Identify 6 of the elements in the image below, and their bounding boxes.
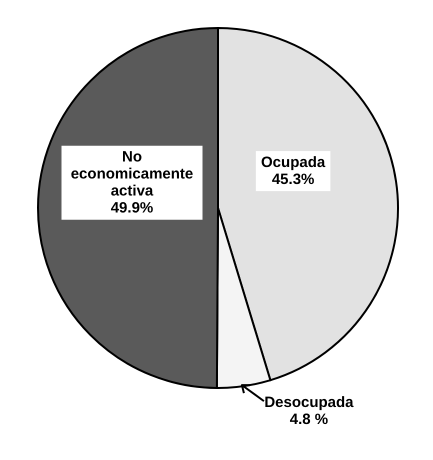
slice-label: Desocupada — [264, 394, 354, 412]
slice-label: Ocupada — [261, 154, 326, 172]
slice-label: No economicamente activa — [70, 148, 194, 200]
data-label: 45.3% — [272, 171, 314, 188]
data-label: 49.9% — [110, 200, 154, 217]
data-label: 4.8 % — [290, 411, 328, 428]
